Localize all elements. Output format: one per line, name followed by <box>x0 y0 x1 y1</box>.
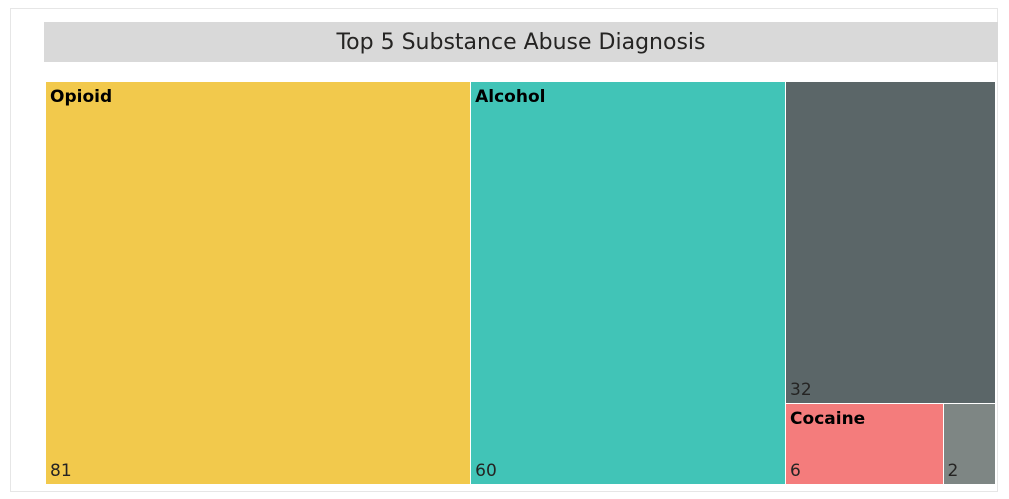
treemap-tile[interactable]: 32 <box>786 82 996 405</box>
treemap-tile[interactable]: 2 <box>943 404 996 485</box>
treemap-tile[interactable]: Alcohol 60 <box>471 82 787 485</box>
tile-data-label: 2 <box>947 460 959 481</box>
treemap-tile[interactable]: Opioid 81 <box>46 82 472 485</box>
tile-category-label: Alcohol <box>475 87 546 107</box>
tile-data-label: 60 <box>475 461 497 481</box>
treemap-plot-area: Opioid 81 Alcohol 60 32 Cocaine 6 2 <box>46 82 996 485</box>
tile-data-label: 6 <box>790 460 801 481</box>
tile-data-label: 32 <box>790 380 812 401</box>
tile-category-label: Opioid <box>50 87 113 107</box>
treemap-tile[interactable]: Cocaine 6 <box>786 404 944 485</box>
tile-data-label: 81 <box>50 461 72 481</box>
chart-title-bar: Top 5 Substance Abuse Diagnosis <box>44 22 998 62</box>
tile-category-label: Cocaine <box>790 409 866 430</box>
chart-title: Top 5 Substance Abuse Diagnosis <box>336 29 706 55</box>
